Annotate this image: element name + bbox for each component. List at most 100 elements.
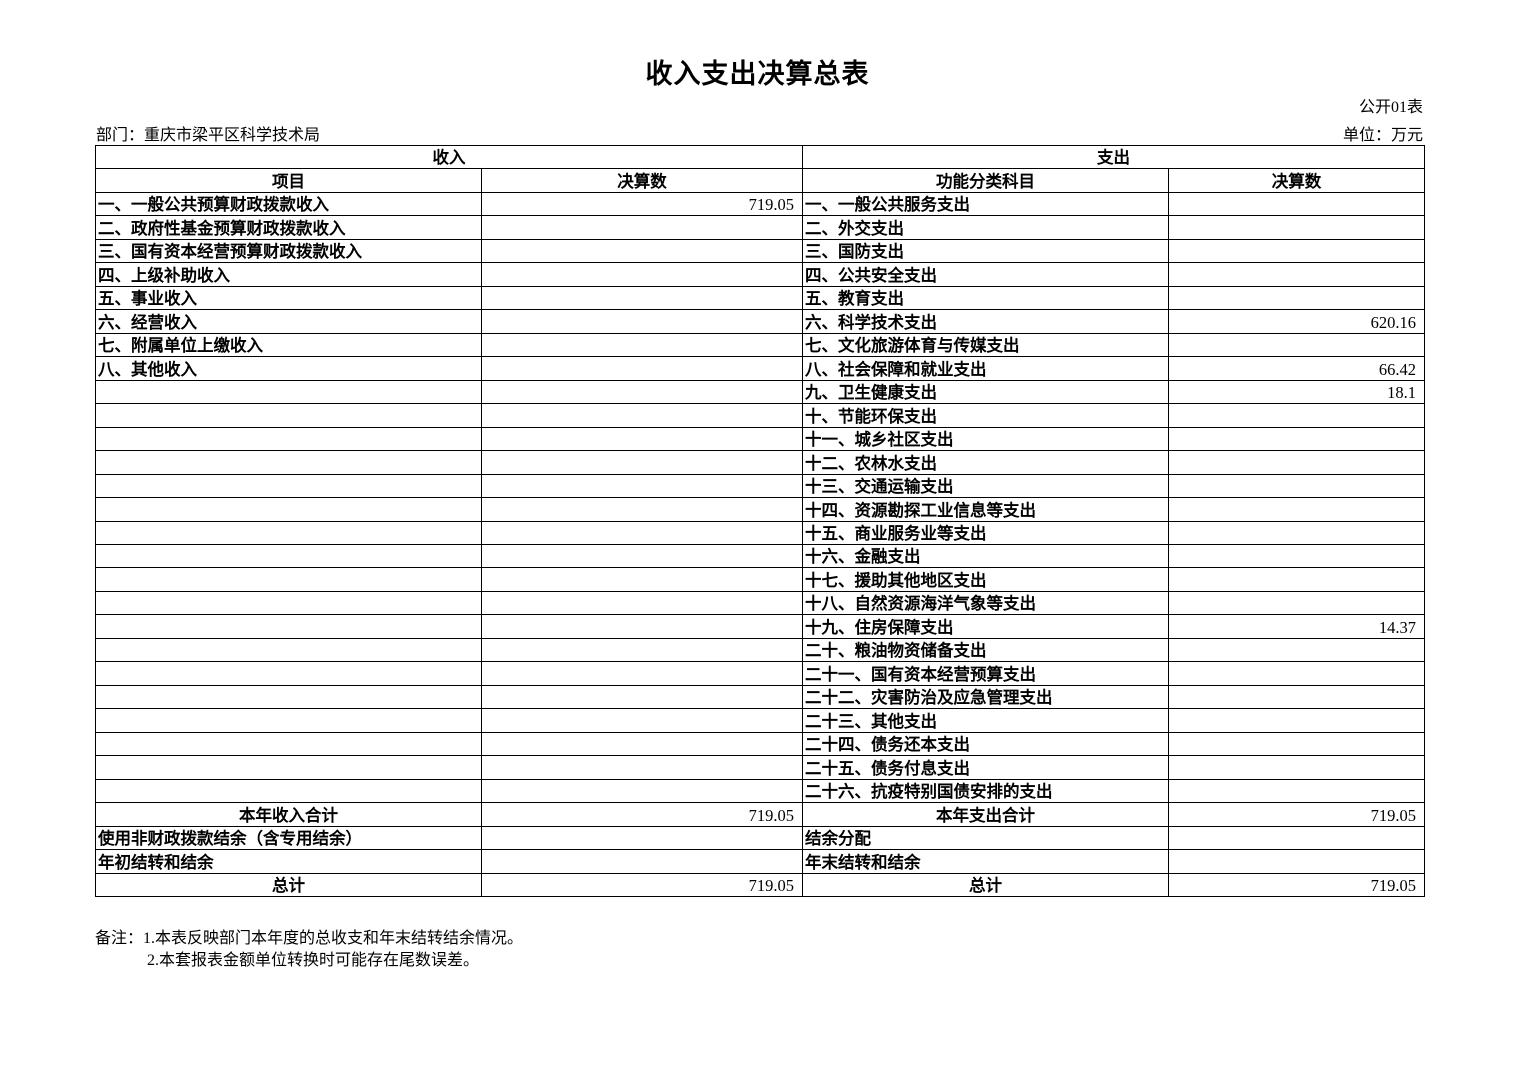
summary-left-value: 719.05 xyxy=(481,872,803,898)
income-item-label: 六、经营收入 xyxy=(95,309,482,334)
expenditure-item-label: 十二、农林水支出 xyxy=(802,450,1169,475)
expenditure-item-label: 八、社会保障和就业支出 xyxy=(802,356,1169,381)
income-item-label xyxy=(95,731,482,757)
expenditure-item-value xyxy=(1168,332,1425,358)
table-row: 十九、住房保障支出 14.37 xyxy=(95,614,1425,639)
table-row: 八、其他收入 八、社会保障和就业支出 66.42 xyxy=(95,356,1425,381)
summary-left-value xyxy=(481,849,803,874)
notes: 备注：1.本表反映部门本年度的总收支和年末结转结余情况。 2.本套报表金额单位转… xyxy=(95,928,523,972)
income-item-label xyxy=(95,755,482,780)
expenditure-item-value: 66.42 xyxy=(1168,356,1425,381)
income-item-label xyxy=(95,473,482,499)
income-item-value xyxy=(481,426,803,452)
expenditure-item-value xyxy=(1168,731,1425,757)
summary-right-value xyxy=(1168,825,1425,851)
summary-left-label: 年初结转和结余 xyxy=(95,849,482,874)
expenditure-item-value xyxy=(1168,590,1425,616)
table-row: 二十二、灾害防治及应急管理支出 xyxy=(95,684,1425,710)
header-row-sections: 收入 支出 xyxy=(95,144,1425,170)
summary-row: 年初结转和结余 年末结转和结余 xyxy=(95,849,1425,874)
table-row: 二十六、抗疫特别国债安排的支出 xyxy=(95,778,1425,804)
table-row: 十一、城乡社区支出 xyxy=(95,426,1425,452)
expenditure-item-label: 三、国防支出 xyxy=(802,238,1169,264)
expenditure-item-label: 十四、资源勘探工业信息等支出 xyxy=(802,497,1169,522)
summary-right-value: 719.05 xyxy=(1168,802,1425,827)
table-row: 二十四、债务还本支出 xyxy=(95,731,1425,757)
income-section-header: 收入 xyxy=(95,144,803,170)
income-item-value xyxy=(481,450,803,475)
income-item-label: 七、附属单位上缴收入 xyxy=(95,332,482,358)
table-row: 七、附属单位上缴收入 七、文化旅游体育与传媒支出 xyxy=(95,332,1425,358)
income-item-label xyxy=(95,379,482,405)
income-item-value xyxy=(481,520,803,545)
income-item-label xyxy=(95,778,482,804)
income-item-value xyxy=(481,731,803,757)
expenditure-item-label: 十九、住房保障支出 xyxy=(802,614,1169,639)
expenditure-item-value xyxy=(1168,708,1425,733)
income-item-label xyxy=(95,590,482,616)
note-line-1: 备注：1.本表反映部门本年度的总收支和年末结转结余情况。 xyxy=(95,930,524,947)
income-item-label xyxy=(95,520,482,545)
table-row: 十、节能环保支出 xyxy=(95,403,1425,428)
expenditure-item-label: 二十六、抗疫特别国债安排的支出 xyxy=(802,778,1169,804)
expenditure-item-value xyxy=(1168,778,1425,804)
expenditure-item-label: 九、卫生健康支出 xyxy=(802,379,1169,405)
expenditure-item-label: 二、外交支出 xyxy=(802,215,1169,240)
expenditure-item-value xyxy=(1168,684,1425,710)
page-title: 收入支出决算总表 xyxy=(645,59,870,89)
summary-row: 总计 719.05 总计 719.05 xyxy=(95,872,1425,898)
income-item-value xyxy=(481,755,803,780)
expenditure-item-label: 十三、交通运输支出 xyxy=(802,473,1169,499)
income-item-value xyxy=(481,590,803,616)
expenditure-item-value xyxy=(1168,403,1425,428)
income-item-value xyxy=(481,684,803,710)
income-item-value xyxy=(481,473,803,499)
income-item-label xyxy=(95,403,482,428)
expenditure-item-value xyxy=(1168,238,1425,264)
expenditure-section-header: 支出 xyxy=(802,144,1425,170)
expenditure-item-value xyxy=(1168,755,1425,780)
unit-label: 单位：万元 xyxy=(1342,127,1423,144)
table-row: 十七、援助其他地区支出 xyxy=(95,567,1425,592)
income-item-label xyxy=(95,497,482,522)
summary-left-label: 总计 xyxy=(95,872,482,898)
summary-right-label: 本年支出合计 xyxy=(802,802,1169,827)
expenditure-item-value xyxy=(1168,543,1425,569)
table-row: 十四、资源勘探工业信息等支出 xyxy=(95,497,1425,522)
summary-right-value xyxy=(1168,849,1425,874)
income-item-value xyxy=(481,215,803,240)
expenditure-item-label: 十六、金融支出 xyxy=(802,543,1169,569)
income-item-value xyxy=(481,543,803,569)
table-row: 一、一般公共预算财政拨款收入 719.05 一、一般公共服务支出 xyxy=(95,191,1425,217)
income-item-value xyxy=(481,614,803,639)
income-item-label xyxy=(95,637,482,663)
income-item-label: 四、上级补助收入 xyxy=(95,262,482,287)
expenditure-item-value: 620.16 xyxy=(1168,309,1425,334)
expenditure-item-label: 六、科学技术支出 xyxy=(802,309,1169,334)
expenditure-item-label: 十七、援助其他地区支出 xyxy=(802,567,1169,592)
summary-right-label: 结余分配 xyxy=(802,825,1169,851)
summary-right-label: 总计 xyxy=(802,872,1169,898)
expenditure-item-value xyxy=(1168,497,1425,522)
income-item-value xyxy=(481,778,803,804)
income-item-value xyxy=(481,567,803,592)
expenditure-item-label: 一、一般公共服务支出 xyxy=(802,191,1169,217)
expenditure-item-value xyxy=(1168,473,1425,499)
item-column-header: 项目 xyxy=(95,168,482,193)
income-item-value xyxy=(481,661,803,686)
expenditure-item-label: 二十、粮油物资储备支出 xyxy=(802,637,1169,663)
expenditure-item-value xyxy=(1168,262,1425,287)
income-item-label xyxy=(95,567,482,592)
table-row: 二十、粮油物资储备支出 xyxy=(95,637,1425,663)
table-row: 十三、交通运输支出 xyxy=(95,473,1425,499)
income-item-label xyxy=(95,426,482,452)
income-item-value xyxy=(481,332,803,358)
department-label: 部门：重庆市梁平区科学技术局 xyxy=(96,127,321,144)
expenditure-item-label: 十一、城乡社区支出 xyxy=(802,426,1169,452)
income-item-label xyxy=(95,661,482,686)
income-item-value xyxy=(481,637,803,663)
income-item-label xyxy=(95,708,482,733)
table-row: 九、卫生健康支出 18.1 xyxy=(95,379,1425,405)
income-item-label xyxy=(95,450,482,475)
summary-right-label: 年末结转和结余 xyxy=(802,849,1169,874)
